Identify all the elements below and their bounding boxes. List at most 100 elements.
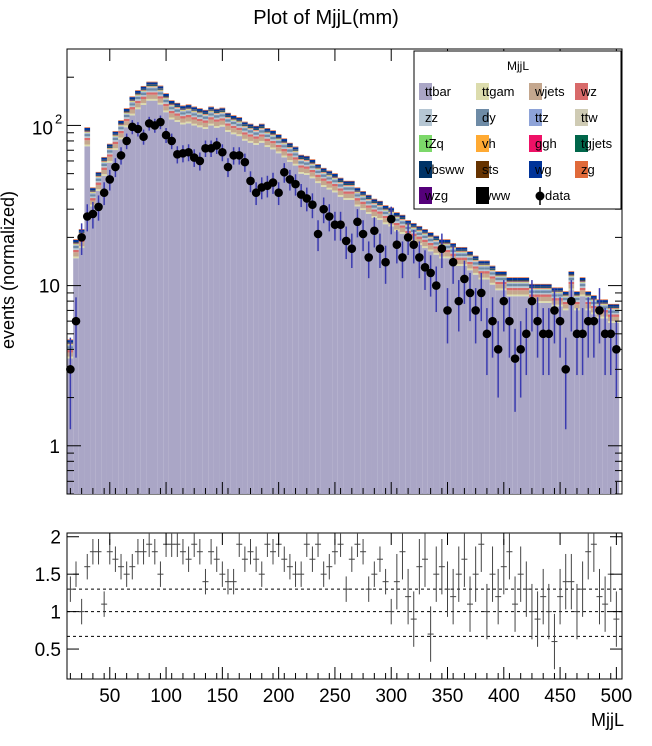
stack-bar-wg [169,101,175,103]
stack-bar-ttw [569,276,575,277]
stack-bar-zz [490,275,496,277]
stack-bar-ttbar [163,112,169,494]
stack-bar-ttgam [220,125,226,127]
stack-bar-zz [197,117,203,119]
ratio-y-tick-label: 1 [50,603,61,624]
stack-bar-wg [462,248,468,250]
stack-bar-dy [490,272,496,274]
stack-bar-zz [90,196,96,198]
legend-label-zz: zz [425,110,438,125]
stack-bar-vbsww [107,147,113,148]
legend-label-wg: wg [534,162,552,177]
stack-bar-ttw [326,176,332,177]
stack-bar-vbsww [535,287,541,288]
stack-bar-zz [175,112,181,114]
stack-bar-dy [248,130,254,132]
stack-bar-ttw [422,234,428,235]
stack-bar-ttw [400,220,406,221]
stack-bar-ttw [281,144,287,145]
stack-bar-ttz [484,267,490,268]
stack-bar-ttgam [546,301,552,303]
stack-bar-ttgam [242,139,248,141]
stack-bar-dy [203,117,209,119]
stack-bar-dy [281,145,287,147]
stack-bar-dy [366,202,372,204]
data-point [533,317,542,326]
stack-bar-wg [259,124,265,126]
stack-bar-ttz [287,149,293,150]
stack-bar-dy [270,137,276,139]
stack-bar-dy [518,284,524,286]
stack-bar-wjets [326,184,332,188]
stack-bar-zg [433,236,439,237]
stack-bar-vbsww [490,269,496,270]
stack-bar-zg [124,108,130,109]
stack-bar-ttbar [124,127,130,494]
stack-bar-zz [124,117,130,119]
stack-bar-zg [338,178,344,179]
stack-bar-zg [152,82,158,83]
stack-bar-wz [270,141,276,143]
stack-bar-ttz [569,277,575,278]
stack-bar-wjets [377,214,383,218]
stack-bar-wz [107,154,113,156]
stack-bar-ttgam [580,294,586,296]
stack-bar-ttbar [214,128,220,494]
stack-bar-wjets [158,99,164,103]
stack-bar-wg [326,171,332,173]
stack-bar-wjets [400,228,406,232]
stack-bar-wjets [203,123,209,127]
x-axis-label: MjjL [591,710,624,730]
stack-bar-zg [265,128,271,129]
stack-bar-wjets [84,140,90,144]
stack-bar-wz [220,118,226,120]
stack-bar-ttbar [197,127,203,494]
stack-bar-ttgam [186,122,192,124]
stack-bar-ttbar [186,123,192,494]
stack-bar-wg [417,227,423,229]
stack-bar-dy [135,97,141,99]
stack-bar-dy [231,122,237,124]
data-point [241,158,250,167]
stack-bar-ttw [338,183,344,184]
legend-label-ttgam: ttgam [482,84,515,99]
stack-bar-ttgam [518,294,524,296]
stack-bar-ttw [73,245,79,246]
ratio-y-axis: 0.511.52 [35,528,622,661]
stack-bar-ttbar [394,231,400,494]
stack-bar-ttbar [231,134,237,494]
data-point [443,306,452,315]
stack-bar-wz [152,92,158,94]
stack-bar-ttbar [203,129,209,494]
stack-bar-wg [208,107,214,109]
stack-bar-ttgam [276,151,282,153]
stack-bar-wg [507,278,513,280]
stack-bar-wg [602,300,608,302]
stack-bar-vbsww [73,242,79,243]
stack-bar-wz [518,288,524,290]
data-point [393,240,402,249]
stack-bar-zz [422,238,428,240]
stack-bar-ttgam [225,130,231,132]
stack-bar-ttgam [315,181,321,183]
stack-bar-ttw [90,193,96,194]
stack-bar-dy [107,150,113,152]
stack-bar-zg [405,220,411,221]
stack-bar-zg [96,172,102,173]
stack-bar-wjets [265,141,271,145]
stack-bar-wg [163,94,169,96]
stack-bar-wg [84,128,90,130]
stack-bar-ttbar [388,226,394,494]
stack-bar-wjets [270,143,276,147]
stack-bar-dy [129,103,135,105]
data-point [353,218,362,227]
stack-bar-wg [129,97,135,99]
stack-bar-zz [129,105,135,107]
x-tick-label: 150 [207,686,239,707]
stack-bar-ttw [377,206,383,207]
stack-bar-zz [321,177,327,179]
legend-label-zg: zg [581,162,595,177]
stack-bar-vbsww [540,287,546,288]
stack-bar-wz [422,240,428,242]
